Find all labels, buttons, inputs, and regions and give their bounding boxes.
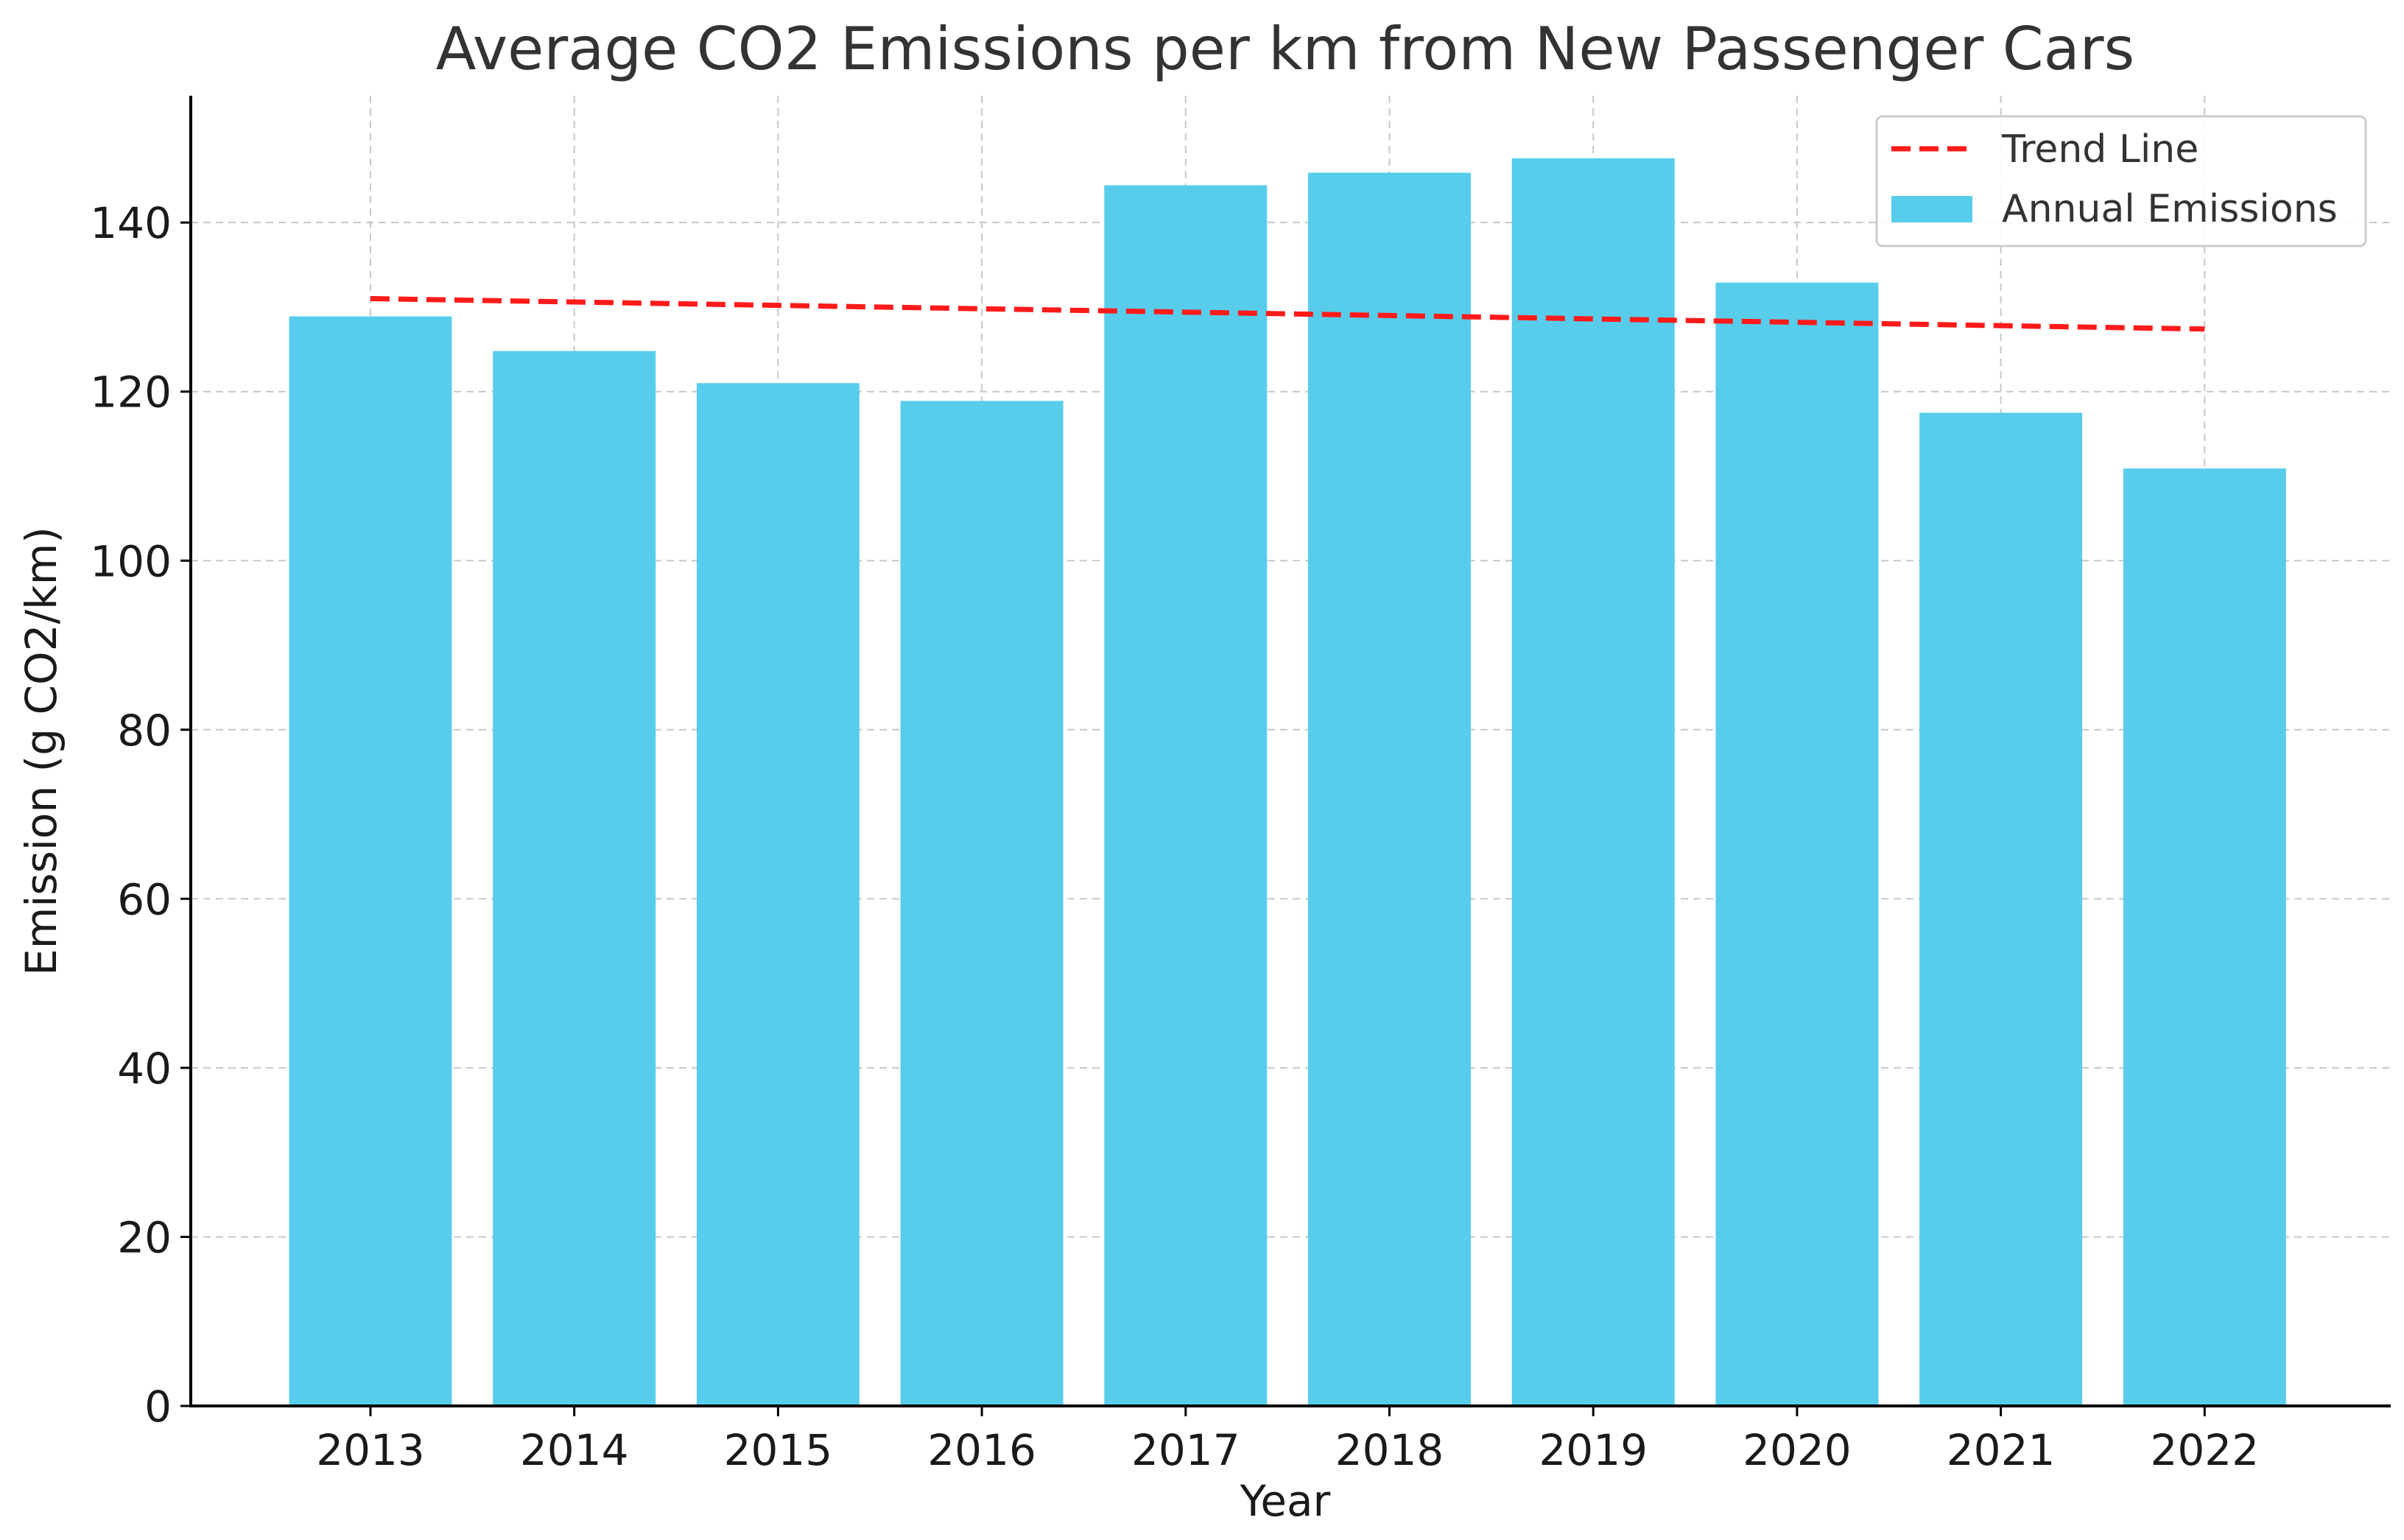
y-tick-label-120: 120 (90, 368, 172, 418)
x-tick-label-2021: 2021 (1947, 1425, 2056, 1475)
x-tick-label-2017: 2017 (1131, 1425, 1240, 1475)
y-tick-label-20: 20 (117, 1212, 172, 1262)
y-tick-label-140: 140 (90, 198, 172, 248)
x-tick-label-2020: 2020 (1743, 1425, 1852, 1475)
bar-2015 (696, 383, 860, 1407)
y-tick-label-40: 40 (117, 1044, 172, 1094)
y-tick-label-100: 100 (90, 536, 172, 586)
x-tick-label-2015: 2015 (724, 1425, 833, 1475)
x-tick-label-2019: 2019 (1539, 1425, 1648, 1475)
y-tick-label-60: 60 (117, 874, 172, 924)
bar-2020 (1715, 282, 1879, 1406)
y-tick-label-80: 80 (117, 706, 172, 756)
axes (189, 96, 2391, 1407)
x-tick-label-2016: 2016 (927, 1425, 1036, 1475)
bar-2013 (289, 316, 452, 1406)
y-axis-title: Emission (g CO2/km) (16, 527, 66, 976)
bars (289, 158, 2286, 1407)
bar-2017 (1104, 185, 1268, 1406)
legend-frame (1875, 115, 2367, 247)
x-tick-label-2014: 2014 (520, 1425, 629, 1475)
bar-2018 (1308, 172, 1471, 1406)
y-tick-label-0: 0 (144, 1382, 172, 1432)
legend: Trend Line Annual Emissions (1875, 115, 2367, 247)
bar-2014 (493, 351, 656, 1407)
x-tick-label-2022: 2022 (2150, 1425, 2259, 1475)
legend-label-annual-emissions: Annual Emissions (2002, 187, 2338, 231)
x-ticks: 2013 2014 2015 2016 2017 2018 2019 2020 2021 2022 (316, 1406, 2259, 1475)
trend-line (370, 295, 2205, 332)
legend-label-trend-line: Trend Line (2001, 127, 2199, 172)
chart-title: Average CO2 Emissions per km from New Pa… (436, 15, 2134, 83)
bar-2022 (2123, 468, 2286, 1406)
legend-bar-swatch (1891, 196, 1972, 222)
trend-line-layer (370, 295, 2205, 332)
x-axis-title: Year (1240, 1476, 1331, 1526)
bar-2021 (1919, 412, 2083, 1406)
bar-2019 (1511, 158, 1675, 1407)
y-ticks: 0 20 40 60 80 100 120 140 (90, 198, 191, 1432)
x-tick-label-2013: 2013 (316, 1425, 425, 1475)
x-tick-label-2018: 2018 (1335, 1425, 1444, 1475)
bar-2016 (900, 401, 1064, 1406)
